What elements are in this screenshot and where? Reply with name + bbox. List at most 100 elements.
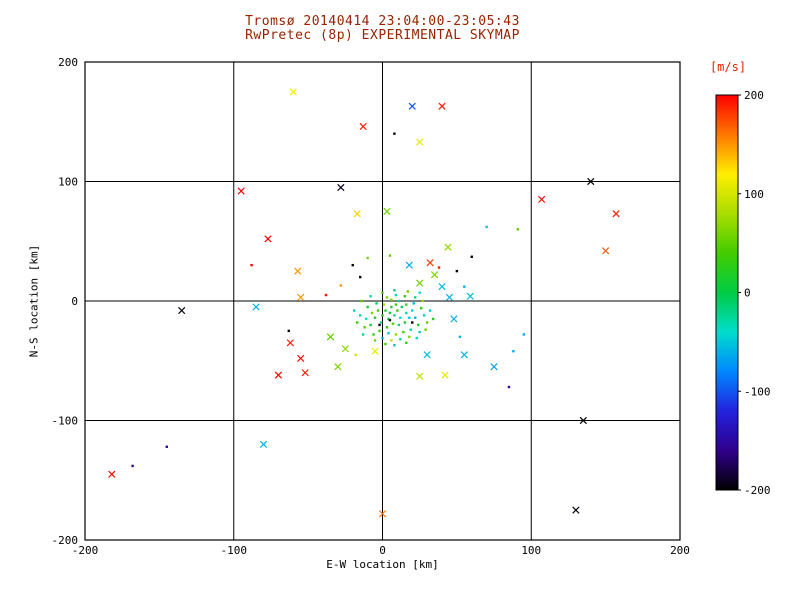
data-point-dot xyxy=(351,263,354,267)
data-point-dot xyxy=(414,316,417,319)
data-point-dot xyxy=(287,329,290,333)
data-point-cross xyxy=(237,187,245,195)
data-point-cross xyxy=(264,235,272,243)
colorbar-tick-label: -100 xyxy=(744,385,771,398)
data-point-cross xyxy=(441,371,449,379)
data-point-dot xyxy=(360,299,363,303)
data-point-dot xyxy=(412,302,415,305)
data-point-cross xyxy=(572,506,580,514)
data-point-cross xyxy=(490,363,498,371)
data-point-dot xyxy=(516,228,520,231)
data-point-dot xyxy=(455,269,459,273)
colorbar-tick-label: -200 xyxy=(744,484,771,497)
data-point-dot xyxy=(394,333,398,336)
data-point-dot xyxy=(384,309,387,312)
data-point-cross xyxy=(294,267,302,275)
data-point-dot xyxy=(375,302,378,305)
data-point-dot xyxy=(424,328,427,331)
data-point-cross xyxy=(438,283,446,291)
data-point-dot xyxy=(470,255,473,258)
data-point-dot xyxy=(381,291,384,294)
data-point-dot xyxy=(507,385,511,389)
data-point-dot xyxy=(437,266,441,269)
data-point-cross xyxy=(252,303,260,311)
colorbar-tick-label: 200 xyxy=(744,89,764,102)
data-point-dot xyxy=(358,314,362,317)
data-point-cross xyxy=(274,371,282,379)
data-point-dot xyxy=(405,341,408,345)
data-point-dot xyxy=(425,321,429,324)
data-point-dot xyxy=(394,303,398,306)
data-point-dot xyxy=(397,299,401,303)
data-point-dot xyxy=(409,328,412,331)
data-point-dot xyxy=(354,353,357,356)
y-tick-label: -200 xyxy=(52,534,79,547)
data-point-dot xyxy=(356,321,359,324)
chart-title-line2: RwPretec (8p) EXPERIMENTAL SKYMAP xyxy=(245,28,520,43)
data-point-dot xyxy=(394,293,398,297)
data-point-cross xyxy=(383,207,391,215)
data-point-dot xyxy=(324,293,328,297)
data-point-dot xyxy=(431,317,435,321)
x-tick-label: 100 xyxy=(521,544,541,557)
data-point-dot xyxy=(393,132,396,135)
data-point-dot xyxy=(393,289,396,292)
data-point-dot xyxy=(408,335,411,339)
data-point-dot xyxy=(165,445,169,448)
data-point-cross xyxy=(444,243,452,251)
data-point-cross xyxy=(426,259,434,267)
data-point-dot xyxy=(522,333,526,336)
data-point-dot xyxy=(373,316,377,319)
data-point-cross xyxy=(297,354,305,362)
plot-frame xyxy=(84,61,681,541)
data-point-dot xyxy=(391,322,395,325)
data-point-dot xyxy=(399,316,402,319)
data-point-cross xyxy=(466,292,474,300)
data-point-dot xyxy=(463,285,466,288)
scatter-points-layer xyxy=(108,88,620,518)
data-point-dot xyxy=(339,284,343,287)
data-point-cross xyxy=(301,369,309,377)
colorbar-units-label: [m/s] xyxy=(709,60,747,74)
data-point-cross xyxy=(341,345,349,353)
data-point-dot xyxy=(400,305,404,309)
data-point-dot xyxy=(379,321,383,324)
data-point-dot xyxy=(393,314,396,317)
data-point-cross xyxy=(359,122,367,131)
data-point-dot xyxy=(414,296,417,299)
data-point-dot xyxy=(358,275,362,279)
data-point-dot xyxy=(422,314,426,317)
data-point-cross xyxy=(612,210,620,218)
data-point-dot xyxy=(370,311,374,315)
data-point-dot xyxy=(411,309,414,312)
tick-labels-layer: -200 -100 0 100 200 -200 -100 0 100 200 xyxy=(52,56,690,557)
data-point-dot xyxy=(399,338,402,341)
colorbar-tick-label: 0 xyxy=(744,287,751,300)
colorbar-gradient xyxy=(715,94,739,491)
data-point-dot xyxy=(385,296,389,299)
data-point-dot xyxy=(366,305,369,309)
data-point-dot xyxy=(411,321,414,324)
data-point-dot xyxy=(390,305,393,309)
y-tick-label: 0 xyxy=(71,295,78,308)
data-point-dot xyxy=(388,318,392,322)
data-point-cross xyxy=(430,271,439,279)
x-tick-label: -100 xyxy=(221,544,248,557)
x-tick-label: -200 xyxy=(72,544,99,557)
data-point-dot xyxy=(387,317,390,321)
data-point-cross xyxy=(416,372,424,380)
data-point-cross xyxy=(538,195,546,204)
data-point-dot xyxy=(363,326,366,329)
data-point-dot xyxy=(419,306,423,310)
data-point-cross xyxy=(587,177,595,186)
data-point-dot xyxy=(393,344,396,347)
data-point-dot xyxy=(405,303,408,306)
data-point-dot xyxy=(364,317,368,321)
colorbar-layer: 200 100 0 -100 -200 xyxy=(715,89,771,497)
y-tick-label: -100 xyxy=(52,415,79,428)
data-point-cross xyxy=(378,510,387,518)
data-point-dot xyxy=(353,309,356,312)
data-point-cross xyxy=(326,333,335,341)
data-point-cross xyxy=(438,102,446,110)
y-tick-label: 200 xyxy=(58,56,78,69)
